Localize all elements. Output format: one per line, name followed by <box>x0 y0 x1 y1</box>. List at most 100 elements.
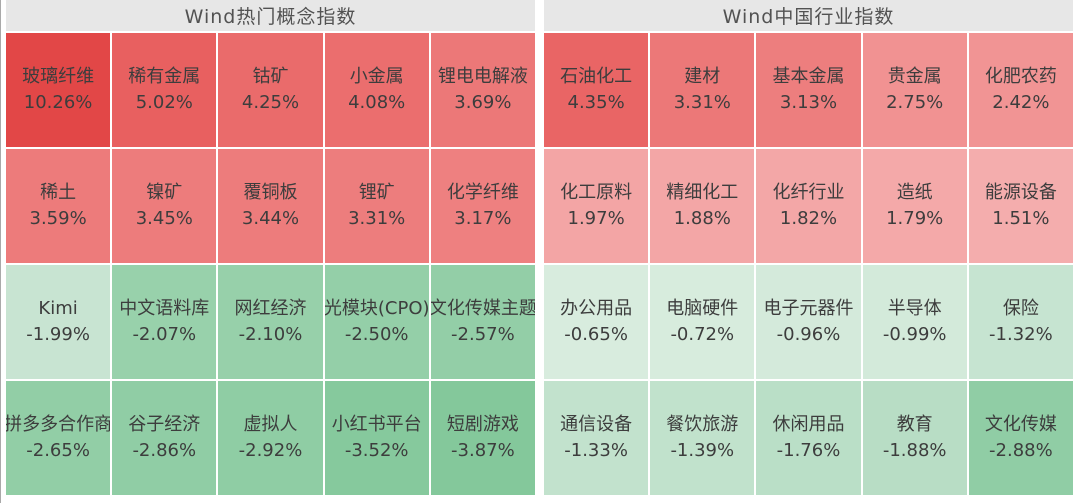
heatmap-cell[interactable]: 石油化工 4.35% <box>544 33 649 147</box>
cell-label: 化学纤维 <box>446 182 519 203</box>
cell-label: Kimi <box>38 298 78 319</box>
cell-value: -1.88% <box>882 440 947 461</box>
cell-value: -2.50% <box>344 324 409 345</box>
heatmap-cell[interactable]: 化工原料 1.97% <box>544 149 649 263</box>
cell-label: 精细化工 <box>666 182 739 203</box>
cell-label: 通信设备 <box>560 414 633 435</box>
heatmap-cell[interactable]: 休闲用品 -1.76% <box>756 381 861 495</box>
cell-value: -2.57% <box>451 324 515 345</box>
cell-value: 4.08% <box>348 92 406 113</box>
cell-value: 2.75% <box>886 92 944 113</box>
cell-value: -1.33% <box>564 440 628 461</box>
heatmap-cell[interactable]: 玻璃纤维 10.26% <box>6 33 111 147</box>
heatmap-cell[interactable]: 虚拟人 -2.92% <box>218 381 323 495</box>
heatmap-cell[interactable]: 餐饮旅游 -1.39% <box>650 381 755 495</box>
cell-value: 10.26% <box>23 92 93 113</box>
cell-value: -1.76% <box>776 440 841 461</box>
heatmap-cell[interactable]: 保险 -1.32% <box>968 265 1073 379</box>
cell-label: 光模块(CPO) <box>324 298 429 319</box>
heatmap-cell[interactable]: 锂矿 3.31% <box>324 149 429 263</box>
heatmap-cell[interactable]: 拼多多合作商 -2.65% <box>6 381 111 495</box>
heatmap-cell[interactable]: 网红经济 -2.10% <box>218 265 323 379</box>
heatmap-cell[interactable]: 稀土 3.59% <box>6 149 111 263</box>
heatmap-cell[interactable]: 小金属 4.08% <box>324 33 429 147</box>
heatmap-cell[interactable]: 精细化工 1.88% <box>650 149 755 263</box>
cell-label: 锂矿 <box>358 182 395 203</box>
heatmap-cell[interactable]: 谷子经济 -2.86% <box>112 381 217 495</box>
cell-label: 稀有金属 <box>128 66 201 87</box>
heatmap-cell[interactable]: 通信设备 -1.33% <box>544 381 649 495</box>
heatmap-cell[interactable]: 基本金属 3.13% <box>756 33 861 147</box>
cell-label: 办公用品 <box>560 298 633 319</box>
cell-label: 钴矿 <box>252 66 289 87</box>
heatmap-cell[interactable]: 化学纤维 3.17% <box>430 149 535 263</box>
heatmap-cell[interactable]: 文化传媒主题 -2.57% <box>430 265 535 379</box>
cell-value: 4.25% <box>241 92 300 113</box>
heatmap-cell[interactable]: 文化传媒 -2.88% <box>968 381 1073 495</box>
heatmap-cell[interactable]: 化肥农药 2.42% <box>968 33 1073 147</box>
cell-label: 文化传媒 <box>984 414 1057 435</box>
heatmap-cell[interactable]: 能源设备 1.51% <box>968 149 1073 263</box>
heatmap-cell[interactable]: 钴矿 4.25% <box>218 33 323 147</box>
panel-title-china-industry: Wind中国行业指数 <box>544 0 1073 31</box>
cell-value: 3.13% <box>779 92 838 113</box>
heatmap-grid-china-industry: 石油化工 4.35% 建材 3.31% 基本金属 3.13% 贵金属 2.75% 化肥农药 2.4… <box>544 33 1073 495</box>
cell-label: 化纤行业 <box>772 182 845 203</box>
cell-value: -2.86% <box>132 440 197 461</box>
heatmap-cell[interactable]: 建材 3.31% <box>650 33 755 147</box>
cell-label: 中文语料库 <box>119 298 210 319</box>
cell-value: -2.65% <box>26 440 90 461</box>
heatmap-cell[interactable]: Kimi -1.99% <box>6 265 111 379</box>
cell-label: 餐饮旅游 <box>666 414 739 435</box>
cell-label: 建材 <box>684 66 721 87</box>
heatmap-cell[interactable]: 电脑硬件 -0.72% <box>650 265 755 379</box>
cell-label: 镍矿 <box>146 182 183 203</box>
cell-value: 1.88% <box>673 208 731 229</box>
cell-value: -3.52% <box>344 440 409 461</box>
cell-value: -2.92% <box>238 440 303 461</box>
cell-label: 小金属 <box>349 66 404 87</box>
cell-label: 覆铜板 <box>243 182 298 203</box>
cell-value: -0.99% <box>882 324 947 345</box>
heatmap-cell[interactable]: 化纤行业 1.82% <box>756 149 861 263</box>
cell-label: 谷子经济 <box>128 414 201 435</box>
cell-value: -1.39% <box>670 440 735 461</box>
cell-label: 贵金属 <box>887 66 942 87</box>
heatmap-cell[interactable]: 覆铜板 3.44% <box>218 149 323 263</box>
heatmap-cell[interactable]: 电子元器件 -0.96% <box>756 265 861 379</box>
heatmap-cell[interactable]: 锂电电解液 3.69% <box>430 33 535 147</box>
cell-label: 玻璃纤维 <box>22 66 95 87</box>
cell-label: 能源设备 <box>984 182 1057 203</box>
cell-value: -3.87% <box>451 440 515 461</box>
heatmap-cell[interactable]: 镍矿 3.45% <box>112 149 217 263</box>
heatmap-cell[interactable]: 中文语料库 -2.07% <box>112 265 217 379</box>
heatmap-cell[interactable]: 贵金属 2.75% <box>862 33 967 147</box>
heatmap-cell[interactable]: 光模块(CPO) -2.50% <box>324 265 429 379</box>
heatmap-cell[interactable]: 稀有金属 5.02% <box>112 33 217 147</box>
cell-label: 小红书平台 <box>331 414 422 435</box>
heatmap-cell[interactable]: 造纸 1.79% <box>862 149 967 263</box>
panel-title-hot-concept: Wind热门概念指数 <box>6 0 535 31</box>
cell-value: 3.69% <box>454 92 512 113</box>
cell-value: -1.32% <box>989 324 1053 345</box>
cell-label: 化工原料 <box>560 182 633 203</box>
panel-hot-concept-index: Wind热门概念指数 玻璃纤维 10.26% 稀有金属 5.02% 钴矿 4.25% 小金属… <box>6 0 535 495</box>
cell-label: 化肥农药 <box>984 66 1057 87</box>
cell-label: 虚拟人 <box>243 414 298 435</box>
cell-value: -2.10% <box>238 324 303 345</box>
cell-value: -2.88% <box>989 440 1053 461</box>
heatmap-cell[interactable]: 半导体 -0.99% <box>862 265 967 379</box>
cell-value: 4.35% <box>567 92 625 113</box>
heatmap-cell[interactable]: 短剧游戏 -3.87% <box>430 381 535 495</box>
cell-value: 1.79% <box>886 208 944 229</box>
heatmap-cell[interactable]: 教育 -1.88% <box>862 381 967 495</box>
cell-value: 3.44% <box>241 208 300 229</box>
heatmap-cell[interactable]: 办公用品 -0.65% <box>544 265 649 379</box>
cell-label: 半导体 <box>887 298 942 319</box>
cell-label: 网红经济 <box>234 298 307 319</box>
cell-label: 教育 <box>896 414 933 435</box>
cell-value: -0.96% <box>776 324 841 345</box>
heatmap-cell[interactable]: 小红书平台 -3.52% <box>324 381 429 495</box>
cell-value: 1.51% <box>992 208 1050 229</box>
